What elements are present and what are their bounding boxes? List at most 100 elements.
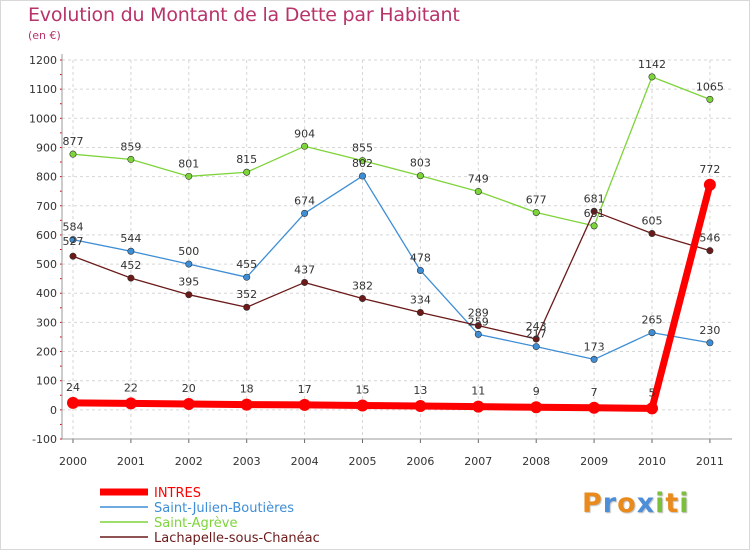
data-label-3: 289 — [468, 307, 489, 320]
data-label-2: 904 — [294, 127, 315, 140]
data-label-1: 259 — [468, 315, 489, 328]
y-tick-label: 500 — [36, 258, 57, 271]
data-point-1 — [648, 329, 656, 337]
y-tick-label: 900 — [36, 141, 57, 154]
data-label-2: 631 — [584, 207, 605, 220]
y-tick-label: 100 — [36, 375, 57, 388]
data-label-2: 749 — [468, 172, 489, 185]
x-tick-label: 2007 — [464, 455, 492, 468]
data-label-0: 7 — [591, 386, 598, 399]
data-label-1: 230 — [699, 324, 720, 337]
data-point-0 — [414, 400, 427, 413]
x-tick-label: 2011 — [696, 455, 724, 468]
x-tick-label: 2002 — [175, 455, 203, 468]
data-label-0: 5 — [649, 386, 656, 399]
data-label-1: 173 — [584, 340, 605, 353]
legend-label-1: Saint-Julien-Boutières — [154, 501, 294, 516]
data-label-3: 527 — [63, 235, 84, 248]
data-label-2: 855 — [352, 142, 373, 155]
data-point-3 — [706, 247, 714, 255]
data-point-2 — [127, 155, 135, 163]
logo-letter: r — [602, 488, 618, 519]
data-point-0 — [240, 398, 253, 411]
data-label-1: 455 — [236, 258, 257, 271]
legend-label-2: Saint-Agrève — [154, 516, 237, 531]
data-point-1 — [69, 236, 77, 244]
data-label-0: 15 — [356, 383, 370, 396]
data-point-1 — [358, 172, 366, 180]
data-point-0 — [124, 397, 137, 410]
logo-letter: i — [655, 488, 666, 519]
data-label-2: 803 — [410, 157, 431, 170]
y-tick-label: 1100 — [29, 83, 57, 96]
data-point-1 — [532, 343, 540, 351]
data-label-0: 17 — [298, 383, 312, 396]
series-layer — [67, 73, 716, 415]
data-point-1 — [185, 260, 193, 268]
data-label-1: 544 — [120, 232, 141, 245]
data-label-3: 681 — [584, 192, 605, 205]
data-label-2: 815 — [236, 153, 257, 166]
data-point-1 — [127, 247, 135, 255]
x-tick-label: 2003 — [233, 455, 261, 468]
x-tick-label: 2006 — [406, 455, 434, 468]
data-point-1 — [243, 273, 251, 281]
data-point-2 — [185, 172, 193, 180]
data-label-0: 9 — [533, 385, 540, 398]
data-label-3: 437 — [294, 263, 315, 276]
proxiti-logo: Proxiti — [582, 488, 690, 519]
data-point-3 — [301, 278, 309, 286]
y-tick-label: 1200 — [29, 54, 57, 67]
data-point-0 — [588, 401, 601, 414]
data-label-1: 478 — [410, 251, 431, 264]
data-label-2: 877 — [63, 135, 84, 148]
data-point-2 — [358, 157, 366, 165]
data-point-0 — [356, 399, 369, 412]
data-point-0 — [530, 401, 543, 414]
data-point-0 — [298, 398, 311, 411]
x-tick-label: 2004 — [291, 455, 319, 468]
data-point-2 — [590, 222, 598, 230]
data-point-2 — [648, 73, 656, 81]
chart-unit-label: (en €) — [28, 29, 61, 42]
data-point-1 — [706, 339, 714, 347]
data-label-3: 334 — [410, 293, 431, 306]
data-point-0 — [472, 400, 485, 413]
data-point-0 — [646, 402, 658, 415]
data-point-2 — [706, 95, 714, 103]
logo-letter: t — [665, 488, 680, 519]
legend-label-0: INTRES — [154, 486, 201, 501]
legend-label-3: Lachapelle-sous-Chanéac — [154, 531, 320, 546]
series-line-2 — [72, 76, 711, 227]
data-point-3 — [416, 308, 424, 316]
data-point-2 — [243, 168, 251, 176]
data-point-1 — [474, 330, 482, 338]
data-label-0: 18 — [240, 383, 254, 396]
data-point-1 — [590, 355, 598, 363]
data-label-1: 802 — [352, 157, 373, 170]
y-tick-label: 800 — [36, 171, 57, 184]
data-label-1: 265 — [642, 314, 663, 327]
series-line-3 — [72, 210, 711, 340]
x-tick-label: 2008 — [522, 455, 550, 468]
series-line-0 — [69, 181, 714, 412]
data-point-2 — [532, 208, 540, 216]
y-tick-label: 0 — [50, 404, 57, 417]
data-label-0: 13 — [413, 384, 427, 397]
x-tick-label: 2005 — [349, 455, 377, 468]
logo-letter: i — [679, 488, 690, 519]
data-label-1: 500 — [178, 245, 199, 258]
grid-lines — [62, 59, 732, 440]
data-point-1 — [301, 209, 309, 217]
data-label-3: 395 — [178, 276, 199, 289]
y-tick-label: 1000 — [29, 112, 57, 125]
y-tick-label: 600 — [36, 229, 57, 242]
chart-title: Evolution du Montant de la Dette par Hab… — [28, 4, 460, 26]
data-label-3: 382 — [352, 279, 373, 292]
data-label-3: 546 — [699, 232, 720, 245]
data-label-3: 352 — [236, 288, 257, 301]
data-point-3 — [358, 294, 366, 302]
logo-letter: x — [636, 488, 656, 519]
data-point-0 — [67, 396, 79, 409]
